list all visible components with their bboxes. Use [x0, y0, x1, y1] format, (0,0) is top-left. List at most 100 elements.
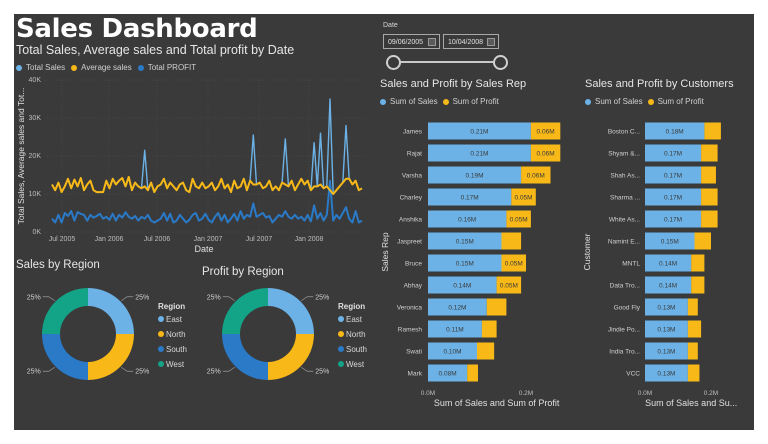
category-label: Shah As... [610, 173, 640, 180]
legend-label-average-sales[interactable]: Average sales [81, 63, 132, 72]
bar-label-sales: 0.17M [461, 195, 479, 202]
bar-label-profit: 0.05M [510, 217, 528, 224]
legend-label-north: North [346, 330, 366, 339]
bar-label-sales: 0.19M [466, 173, 484, 180]
sales-rep-bar-chart[interactable]: James 0.21M 0.06M Rajat 0.21M 0.06M Varsha 0.19… [374, 114, 589, 430]
category-label: Shyam &... [608, 151, 640, 158]
donut-slice-west [42, 288, 88, 334]
y-tick-label: 0K [32, 229, 41, 236]
category-label: Bruce [405, 261, 422, 268]
bar-label-profit: 0.06M [537, 151, 555, 158]
bar-label-sales: 0.13M [657, 305, 675, 312]
bar-profit [701, 188, 718, 206]
x-tick-label: 0.0M [421, 390, 435, 397]
donut-slice-north [268, 334, 314, 380]
sales-rep-legend: Sum of Sales Sum of Profit [380, 97, 499, 106]
profit-region-donut[interactable]: 25% 25% 25% 25% Region East North South West [200, 276, 390, 416]
category-label: Namint E... [608, 239, 640, 246]
bar-profit [687, 364, 700, 382]
donut-slice-north [88, 334, 134, 380]
y-tick-label: 10K [29, 191, 42, 198]
legend-dot-sales [585, 98, 591, 105]
bar-label-sales: 0.17M [664, 217, 682, 224]
line-chart[interactable]: 0K 10K 20K 30K 40K Jul 2005 Jan 2006 Jul 2006 Ja… [14, 72, 374, 272]
bar-sales [645, 122, 705, 140]
date-start-input[interactable]: 09/06/2005 [383, 34, 440, 49]
legend-label-sales[interactable]: Sum of Sales [390, 97, 438, 106]
legend-dot-north [158, 331, 164, 337]
x-tick-label: 0.0M [638, 390, 652, 397]
data-label: 25% [135, 294, 149, 301]
bar-sales [428, 144, 531, 162]
sales-rep-title: Sales and Profit by Sales Rep [380, 78, 527, 90]
y-tick-label: 40K [29, 77, 42, 84]
category-label: James [403, 129, 423, 136]
legend-label-total-profit[interactable]: Total PROFIT [147, 63, 197, 72]
data-label: 25% [207, 369, 221, 376]
bar-profit [687, 342, 698, 360]
bar-label-sales: 0.21M [470, 151, 488, 158]
data-label: 25% [207, 294, 221, 301]
calendar-icon[interactable] [487, 38, 495, 46]
date-slider-track[interactable] [394, 61, 500, 63]
data-label: 25% [135, 369, 149, 376]
bar-sales [645, 188, 702, 206]
data-label: 25% [315, 369, 329, 376]
category-label: Varsha [402, 173, 422, 180]
bar-profit [701, 166, 716, 184]
profit-region-title: Profit by Region [202, 266, 284, 278]
legend-label-sales[interactable]: Sum of Sales [595, 97, 643, 106]
category-label: Ramesh [398, 327, 423, 334]
bar-label-sales: 0.15M [661, 239, 679, 246]
legend-label-west: West [346, 360, 365, 369]
leader-line [301, 296, 314, 302]
bar-sales [645, 320, 688, 338]
bar-profit [687, 320, 702, 338]
date-slider-end-handle[interactable] [493, 55, 508, 70]
line-chart-title: Total Sales, Average sales and Total pro… [16, 43, 295, 57]
line-chart-legend: Total Sales Average sales Total PROFIT [16, 63, 196, 72]
legend-dot-north [338, 331, 344, 337]
bar-label-sales: 0.15M [456, 261, 474, 268]
legend-label-profit[interactable]: Sum of Profit [657, 97, 704, 106]
calendar-icon[interactable] [428, 38, 436, 46]
x-tick-label: Jan 2007 [194, 236, 223, 243]
bar-label-sales: 0.12M [448, 305, 466, 312]
bar-sales [645, 144, 702, 162]
x-axis-title: Sum of Sales and Su... [645, 398, 737, 408]
x-tick-label: Jul 2007 [246, 236, 273, 243]
y-axis-title: Total Sales, Average sales and Tot... [16, 88, 26, 225]
legend-label-profit[interactable]: Sum of Profit [452, 97, 499, 106]
data-label: 25% [27, 369, 41, 376]
category-label: White As... [609, 217, 640, 224]
legend-dot-east [158, 316, 164, 322]
category-label: VCC [626, 371, 640, 378]
date-end-value: 10/04/2008 [448, 39, 484, 46]
date-slider-start-handle[interactable] [386, 55, 401, 70]
bar-label-sales: 0.10M [443, 349, 461, 356]
bar-sales [428, 122, 531, 140]
bar-label-profit: 0.05M [505, 261, 523, 268]
legend-dot-total-profit [137, 64, 144, 71]
bar-sales [645, 298, 688, 316]
category-label: Jaspreet [397, 239, 422, 246]
bar-sales [645, 276, 692, 294]
bar-profit [691, 276, 705, 294]
legend-label-total-sales[interactable]: Total Sales [26, 63, 66, 72]
customers-bar-chart[interactable]: Boston C... 0.18M Shyam &... 0.17M Shah As..… [580, 114, 754, 430]
legend-dot-west [158, 361, 164, 367]
donut-slice-south [222, 334, 268, 380]
date-end-input[interactable]: 10/04/2008 [443, 34, 499, 49]
category-label: MNTL [622, 261, 640, 268]
bar-label-profit: 0.05M [515, 195, 533, 202]
legend-label-south: South [166, 345, 187, 354]
leader-line [222, 366, 235, 372]
sales-region-donut[interactable]: 25% 25% 25% 25% Region East North South West [14, 276, 204, 416]
bar-sales [428, 342, 477, 360]
bar-label-sales: 0.13M [657, 327, 675, 334]
legend-title: Region [338, 302, 365, 311]
bar-sales [428, 166, 522, 184]
customers-legend: Sum of Sales Sum of Profit [585, 97, 704, 106]
series-line-average-sales [51, 175, 363, 195]
data-label: 25% [315, 294, 329, 301]
